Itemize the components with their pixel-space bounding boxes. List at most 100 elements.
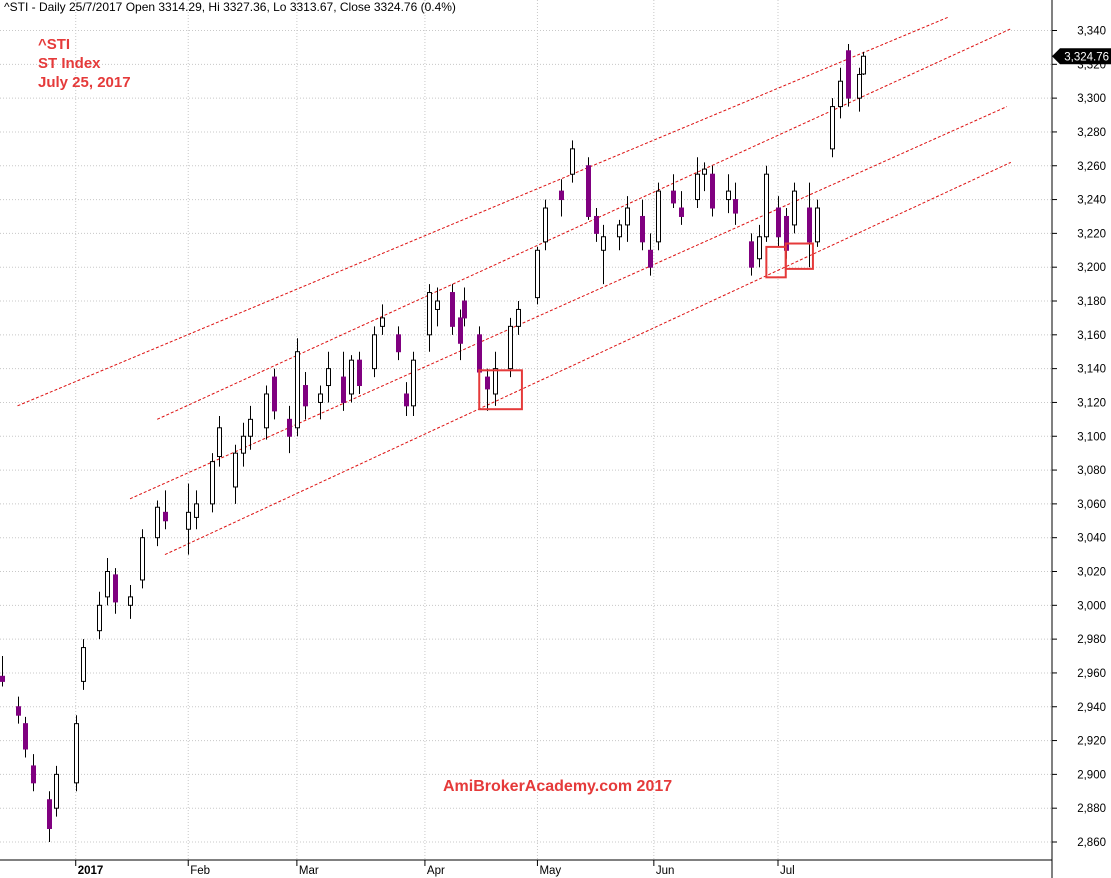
candle-down xyxy=(648,249,653,268)
candle-down xyxy=(113,574,118,603)
candle-up xyxy=(838,80,843,108)
x-tick-label: May xyxy=(539,865,561,877)
candle-down xyxy=(594,215,599,234)
candle-up xyxy=(792,190,797,226)
candle-up xyxy=(241,435,246,454)
y-tick-label: 3,280 xyxy=(1077,127,1106,139)
highlight-box xyxy=(478,369,523,411)
candle-up xyxy=(757,236,762,260)
y-axis: 2,860 2,880 2,900 2,920 2,940 2,960 2,980 3,000… xyxy=(1051,0,1111,878)
candle-up xyxy=(140,537,145,581)
x-tick-label: Apr xyxy=(427,865,445,877)
candle-up xyxy=(815,207,820,243)
y-tick-label: 3,140 xyxy=(1077,364,1106,376)
candle-up xyxy=(427,292,432,336)
candle-down xyxy=(559,190,564,201)
candle-down xyxy=(396,334,401,353)
candle-down xyxy=(47,799,52,829)
candle-up xyxy=(411,359,416,407)
channel-line xyxy=(164,161,1012,556)
grid xyxy=(0,0,1052,860)
candle-up xyxy=(318,393,323,403)
candle-up xyxy=(380,317,385,327)
candle-down xyxy=(287,418,292,437)
x-tick-label: Jun xyxy=(656,865,675,877)
candle-up xyxy=(857,73,862,99)
y-tick-label: 3,180 xyxy=(1077,296,1106,308)
candle-down xyxy=(586,165,591,217)
x-tick-label: Mar xyxy=(299,865,319,877)
candle-down xyxy=(16,706,21,716)
candle-down xyxy=(303,385,308,407)
candle-down xyxy=(710,173,715,209)
x-tick-label: 2017 xyxy=(78,865,104,877)
stamp-symbol: ^STI xyxy=(38,36,71,53)
chart-status-line: ^STI - Daily 25/7/2017 Open 3314.29, Hi … xyxy=(4,0,456,14)
y-tick-label: 2,880 xyxy=(1077,803,1106,815)
y-tick-label: 3,300 xyxy=(1077,93,1106,105)
candle-up xyxy=(81,647,86,682)
candle-up xyxy=(97,604,102,632)
watermark: AmiBrokerAcademy.com 2017 xyxy=(443,778,673,795)
y-tick-label: 3,060 xyxy=(1077,499,1106,511)
candle-down xyxy=(450,292,455,327)
candle-up xyxy=(54,773,59,809)
candle-down xyxy=(341,376,346,403)
stamp-date: July 25, 2017 xyxy=(38,74,131,91)
candle-up xyxy=(617,224,622,238)
candle-up xyxy=(601,236,606,251)
candle-down xyxy=(671,190,676,204)
y-tick-label: 3,020 xyxy=(1077,567,1106,579)
last-price-tag xyxy=(1052,48,1111,65)
candle-up xyxy=(264,393,269,429)
candle-up xyxy=(543,207,548,243)
candle-up xyxy=(726,190,731,201)
candle-up xyxy=(186,511,191,530)
y-tick-label: 3,240 xyxy=(1077,195,1106,207)
candle-up xyxy=(349,359,354,395)
candle-down xyxy=(807,207,812,243)
y-tick-label: 3,200 xyxy=(1077,262,1106,274)
candle-up xyxy=(493,368,498,395)
candle-up xyxy=(516,308,521,327)
y-tick-label: 3,080 xyxy=(1077,465,1106,477)
candle-up xyxy=(194,503,199,518)
candle-up xyxy=(702,168,707,175)
candle-down xyxy=(776,207,781,238)
candle-up xyxy=(155,506,160,539)
y-tick-label: 2,960 xyxy=(1077,668,1106,680)
candle-down xyxy=(23,723,28,750)
candle-up xyxy=(695,173,700,201)
candle-down xyxy=(458,317,463,344)
y-tick-label: 3,120 xyxy=(1077,397,1106,409)
candle-up xyxy=(326,368,331,387)
candle-up xyxy=(656,190,661,243)
y-tick-label: 3,260 xyxy=(1077,161,1106,173)
y-tick-label: 2,860 xyxy=(1077,837,1106,849)
candle-up xyxy=(830,106,835,150)
candle-up xyxy=(570,148,575,175)
candle-down xyxy=(733,199,738,214)
x-axis: 2017 Feb Mar Apr May Jun Jul xyxy=(0,859,1052,877)
candle-up xyxy=(372,334,377,370)
y-tick-label: 3,340 xyxy=(1077,26,1106,38)
x-tick-label: Jul xyxy=(780,865,795,877)
candle-up xyxy=(217,427,222,458)
y-tick-label: 2,940 xyxy=(1077,702,1106,714)
candle-down xyxy=(404,393,409,407)
candle-up xyxy=(535,249,540,299)
y-tick-label: 3,160 xyxy=(1077,330,1106,342)
candle-up xyxy=(210,461,215,505)
candle-down xyxy=(357,359,362,387)
candle-down xyxy=(846,50,851,99)
candle-up xyxy=(764,173,769,238)
candle-up xyxy=(625,207,630,226)
candle-up xyxy=(295,351,300,429)
candle-down xyxy=(462,300,467,319)
y-tick-label: 3,040 xyxy=(1077,533,1106,545)
y-tick-label: 2,920 xyxy=(1077,736,1106,748)
channel-line xyxy=(129,106,1008,500)
candle-down xyxy=(749,241,754,268)
highlight-boxes xyxy=(478,242,814,411)
